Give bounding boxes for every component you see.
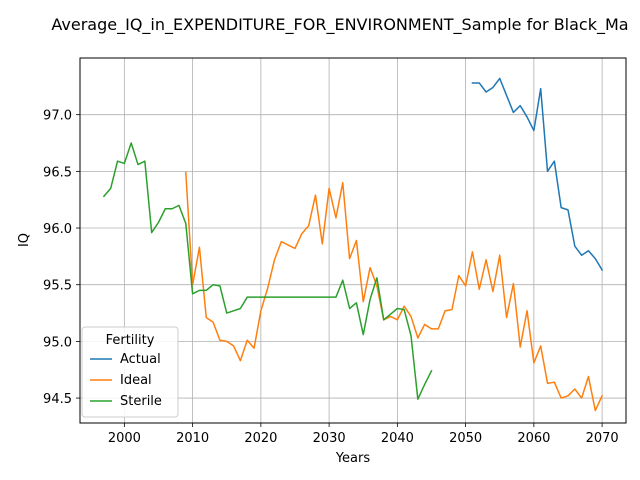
y-tick-label: 94.5 xyxy=(43,392,72,407)
plot-frame xyxy=(79,57,627,424)
legend: Fertility Actual Ideal Sterile xyxy=(81,326,179,418)
series-layer xyxy=(102,77,604,412)
x-tick-label: 2020 xyxy=(244,431,277,446)
series-line-ideal xyxy=(184,171,604,412)
x-tick-label: 2070 xyxy=(586,431,619,446)
series-line-sterile xyxy=(102,142,433,400)
y-axis: 94.5 95.0 95.5 96.0 96.5 97.0 xyxy=(43,109,80,407)
x-tick-label: 2010 xyxy=(176,431,209,446)
chart-title: Average_IQ_in_EXPENDITURE_FOR_ENVIRONMEN… xyxy=(51,15,628,35)
x-tick-label: 2030 xyxy=(313,431,346,446)
x-axis: 2000 2010 2020 2030 2040 2050 2060 2070 xyxy=(108,423,619,446)
y-tick-label: 95.5 xyxy=(43,279,72,294)
y-tick-label: 95.0 xyxy=(43,335,72,350)
legend-label-ideal: Ideal xyxy=(120,373,152,388)
y-tick-label: 96.0 xyxy=(43,222,72,237)
x-tick-label: 2060 xyxy=(517,431,550,446)
x-tick-label: 2050 xyxy=(449,431,482,446)
legend-label-sterile: Sterile xyxy=(120,394,162,409)
legend-box xyxy=(81,326,179,418)
series-line-actual xyxy=(471,77,604,271)
x-tick-label: 2000 xyxy=(108,431,141,446)
x-tick-label: 2040 xyxy=(381,431,414,446)
y-tick-label: 96.5 xyxy=(43,165,72,180)
legend-title: Fertility xyxy=(106,333,155,348)
legend-label-actual: Actual xyxy=(120,352,161,367)
y-axis-label: IQ xyxy=(17,233,32,247)
x-axis-label: Years xyxy=(335,451,371,466)
y-tick-label: 97.0 xyxy=(43,109,72,124)
